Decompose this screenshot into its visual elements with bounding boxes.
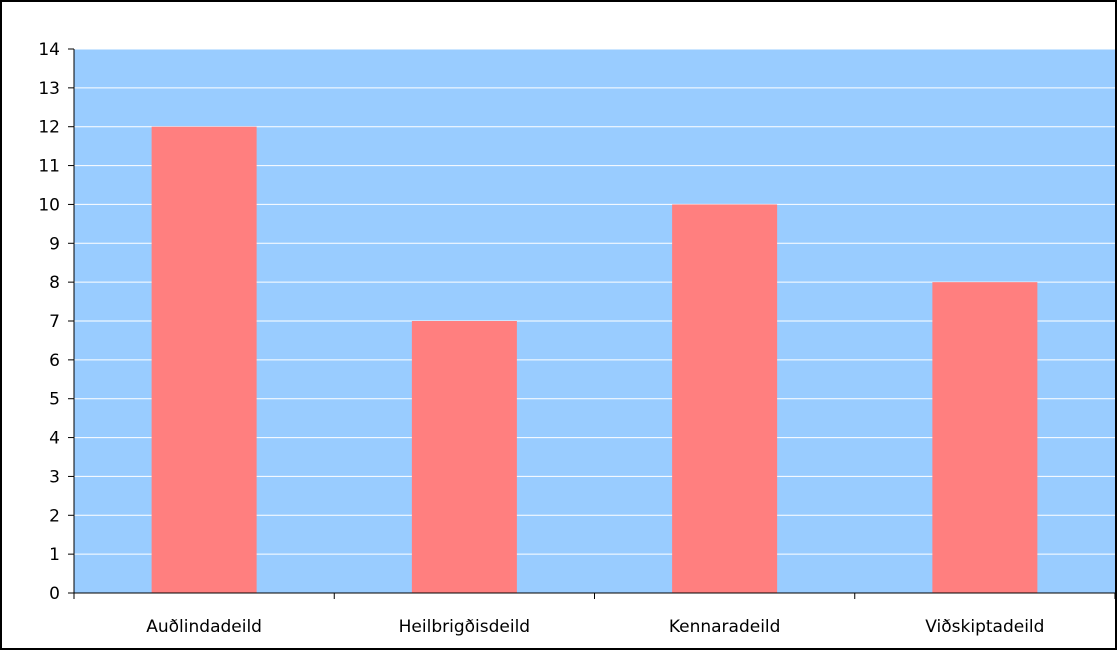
x-tick-label: Auðlindadeild <box>146 617 262 637</box>
y-tick-label: 0 <box>49 584 60 604</box>
y-tick-label: 10 <box>38 195 60 215</box>
x-tick-label: Kennaradeild <box>669 617 781 637</box>
y-tick-label: 13 <box>38 79 60 99</box>
y-tick-label: 14 <box>38 40 60 60</box>
bar-2 <box>672 204 778 593</box>
y-tick-label: 12 <box>38 118 60 138</box>
y-tick-label: 1 <box>49 545 60 565</box>
bar-0 <box>151 126 257 593</box>
x-tick-label: Viðskiptadeild <box>925 617 1044 637</box>
y-tick-label: 7 <box>49 312 60 332</box>
axes <box>68 48 1116 599</box>
y-tick-label: 6 <box>49 351 60 371</box>
x-tick-label: Heilbrigðisdeild <box>399 617 530 637</box>
y-tick-label: 5 <box>49 390 60 410</box>
bar-1 <box>411 321 517 593</box>
y-tick-label: 8 <box>49 273 60 293</box>
bar-3 <box>932 282 1038 593</box>
y-tick-label: 11 <box>38 157 60 177</box>
y-tick-label: 4 <box>49 429 60 449</box>
y-tick-label: 2 <box>49 506 60 526</box>
y-tick-label: 3 <box>49 467 60 487</box>
bars <box>151 126 1038 593</box>
y-tick-label: 9 <box>49 234 60 254</box>
